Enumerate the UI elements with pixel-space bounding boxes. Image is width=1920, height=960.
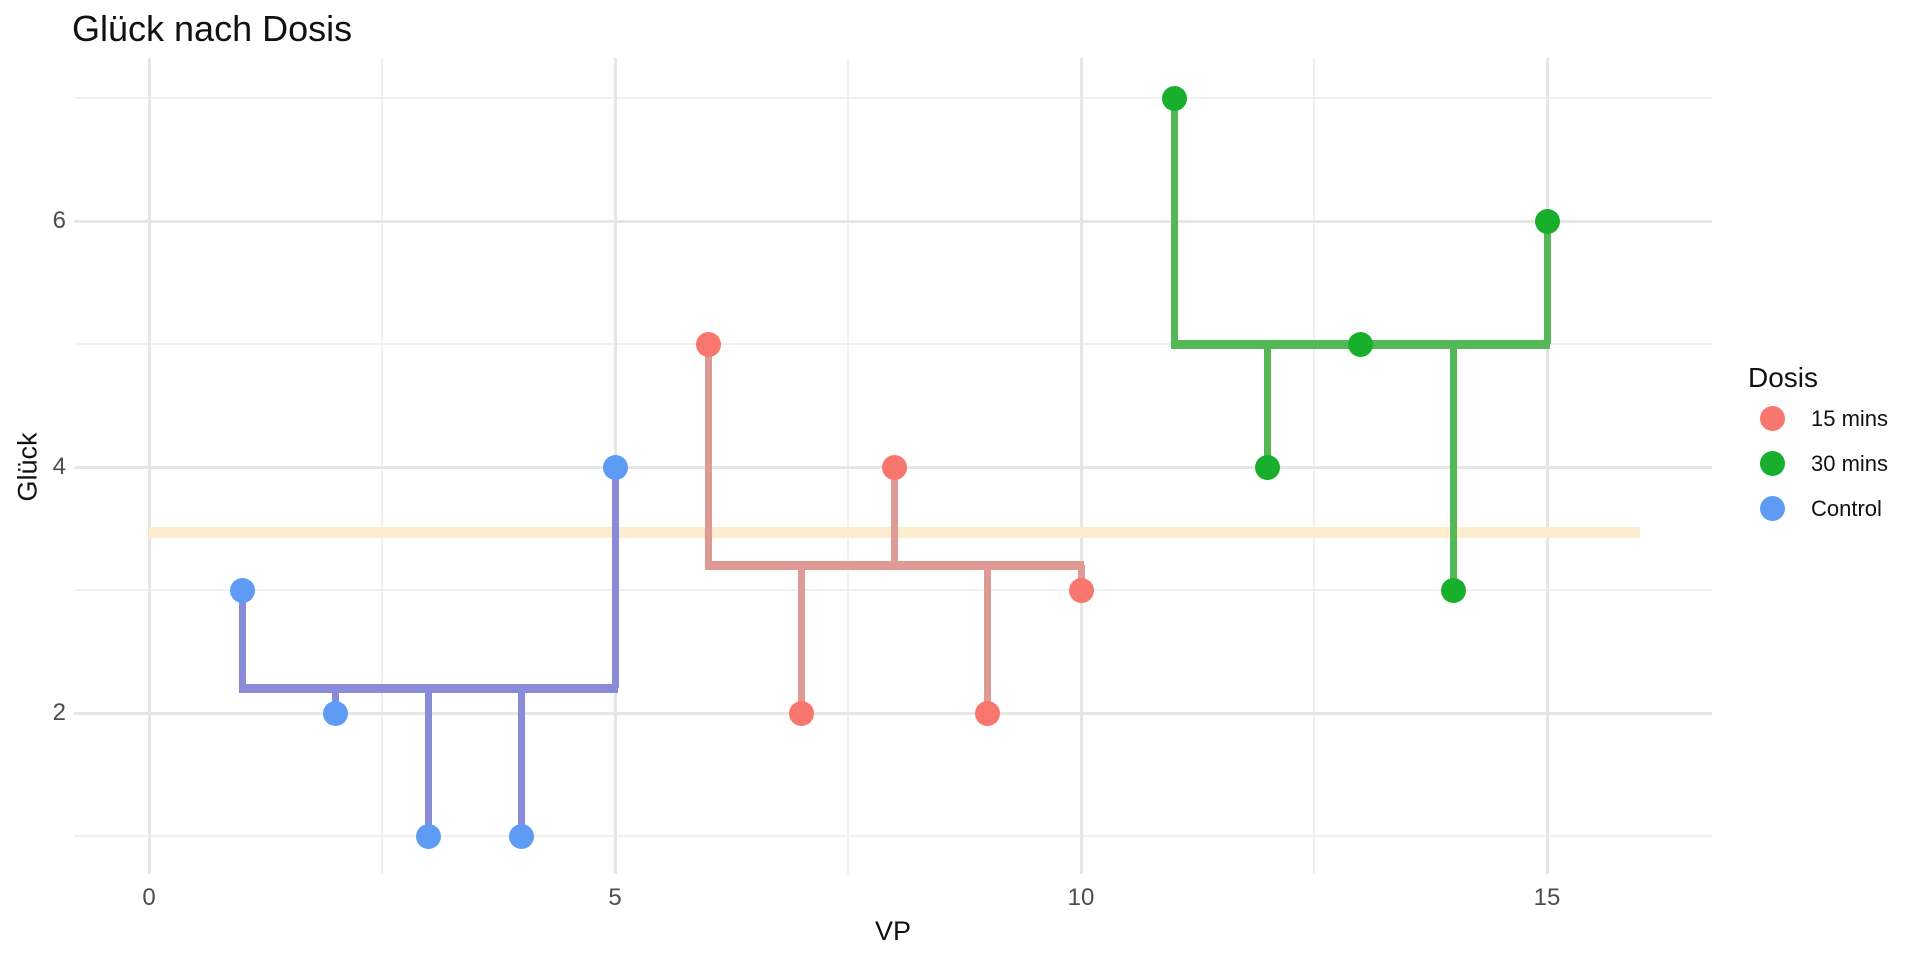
y-tick-label: 2 [52, 699, 66, 726]
data-point [788, 700, 814, 726]
legend-item-label: Control [1811, 495, 1882, 521]
residual-segment [611, 467, 619, 689]
gridline-major-h [74, 220, 1712, 223]
gridline-minor-h [74, 343, 1712, 345]
residual-segment [238, 590, 246, 689]
y-tick-label: 4 [52, 453, 66, 480]
legend-dot-icon [1760, 406, 1785, 431]
x-tick-label: 10 [1067, 884, 1095, 911]
residual-segment [1543, 221, 1551, 344]
data-point [322, 700, 348, 726]
data-point [975, 700, 1001, 726]
legend-dot-icon [1760, 496, 1785, 521]
residual-segment [425, 688, 433, 836]
data-point [1254, 454, 1280, 480]
gridline-major-v [1080, 58, 1083, 874]
y-tick-label: 6 [52, 207, 66, 234]
data-point [509, 823, 535, 849]
legend-item-control: Control [1748, 486, 1918, 531]
gridline-major-h [74, 712, 1712, 715]
data-point [1441, 577, 1467, 603]
legend-title: Dosis [1748, 362, 1819, 393]
residual-segment [984, 565, 992, 713]
gridline-minor-h [74, 589, 1712, 591]
group-mean-line [704, 560, 1085, 570]
gridline-major-v [1546, 58, 1549, 874]
data-point [416, 823, 442, 849]
residual-segment [518, 688, 526, 836]
x-tick-label: 15 [1533, 884, 1561, 911]
data-point [602, 454, 628, 480]
legend-item-label: 30 mins [1811, 450, 1889, 476]
data-point [695, 331, 721, 357]
chart-title: Glück nach Dosis [72, 8, 353, 49]
legend-item-15-mins: 15 mins [1748, 396, 1918, 441]
data-point [882, 454, 908, 480]
gridline-major-v [148, 58, 151, 874]
data-point [1068, 577, 1094, 603]
residual-segment [891, 467, 899, 566]
legend-item-label: 15 mins [1811, 405, 1889, 431]
residual-segment [704, 344, 712, 566]
data-point [1534, 208, 1560, 234]
residual-segment [797, 565, 805, 713]
legend-dot-icon [1760, 451, 1785, 476]
x-tick-label: 0 [142, 884, 156, 911]
residual-segment [1450, 344, 1458, 590]
residual-segment [1170, 98, 1178, 344]
x-axis-title: VP [874, 916, 912, 946]
x-tick-label: 5 [608, 884, 622, 911]
gridline-minor-h [74, 835, 1712, 837]
data-point [1161, 85, 1187, 111]
legend-item-30-mins: 30 mins [1748, 441, 1918, 486]
gridline-minor-h [74, 97, 1712, 99]
data-point [229, 577, 255, 603]
data-point [1348, 331, 1374, 357]
y-axis-title: Glück [12, 432, 43, 502]
legend: Dosis 15 mins 30 mins Control [1748, 360, 1918, 531]
residual-segment [1263, 344, 1271, 467]
